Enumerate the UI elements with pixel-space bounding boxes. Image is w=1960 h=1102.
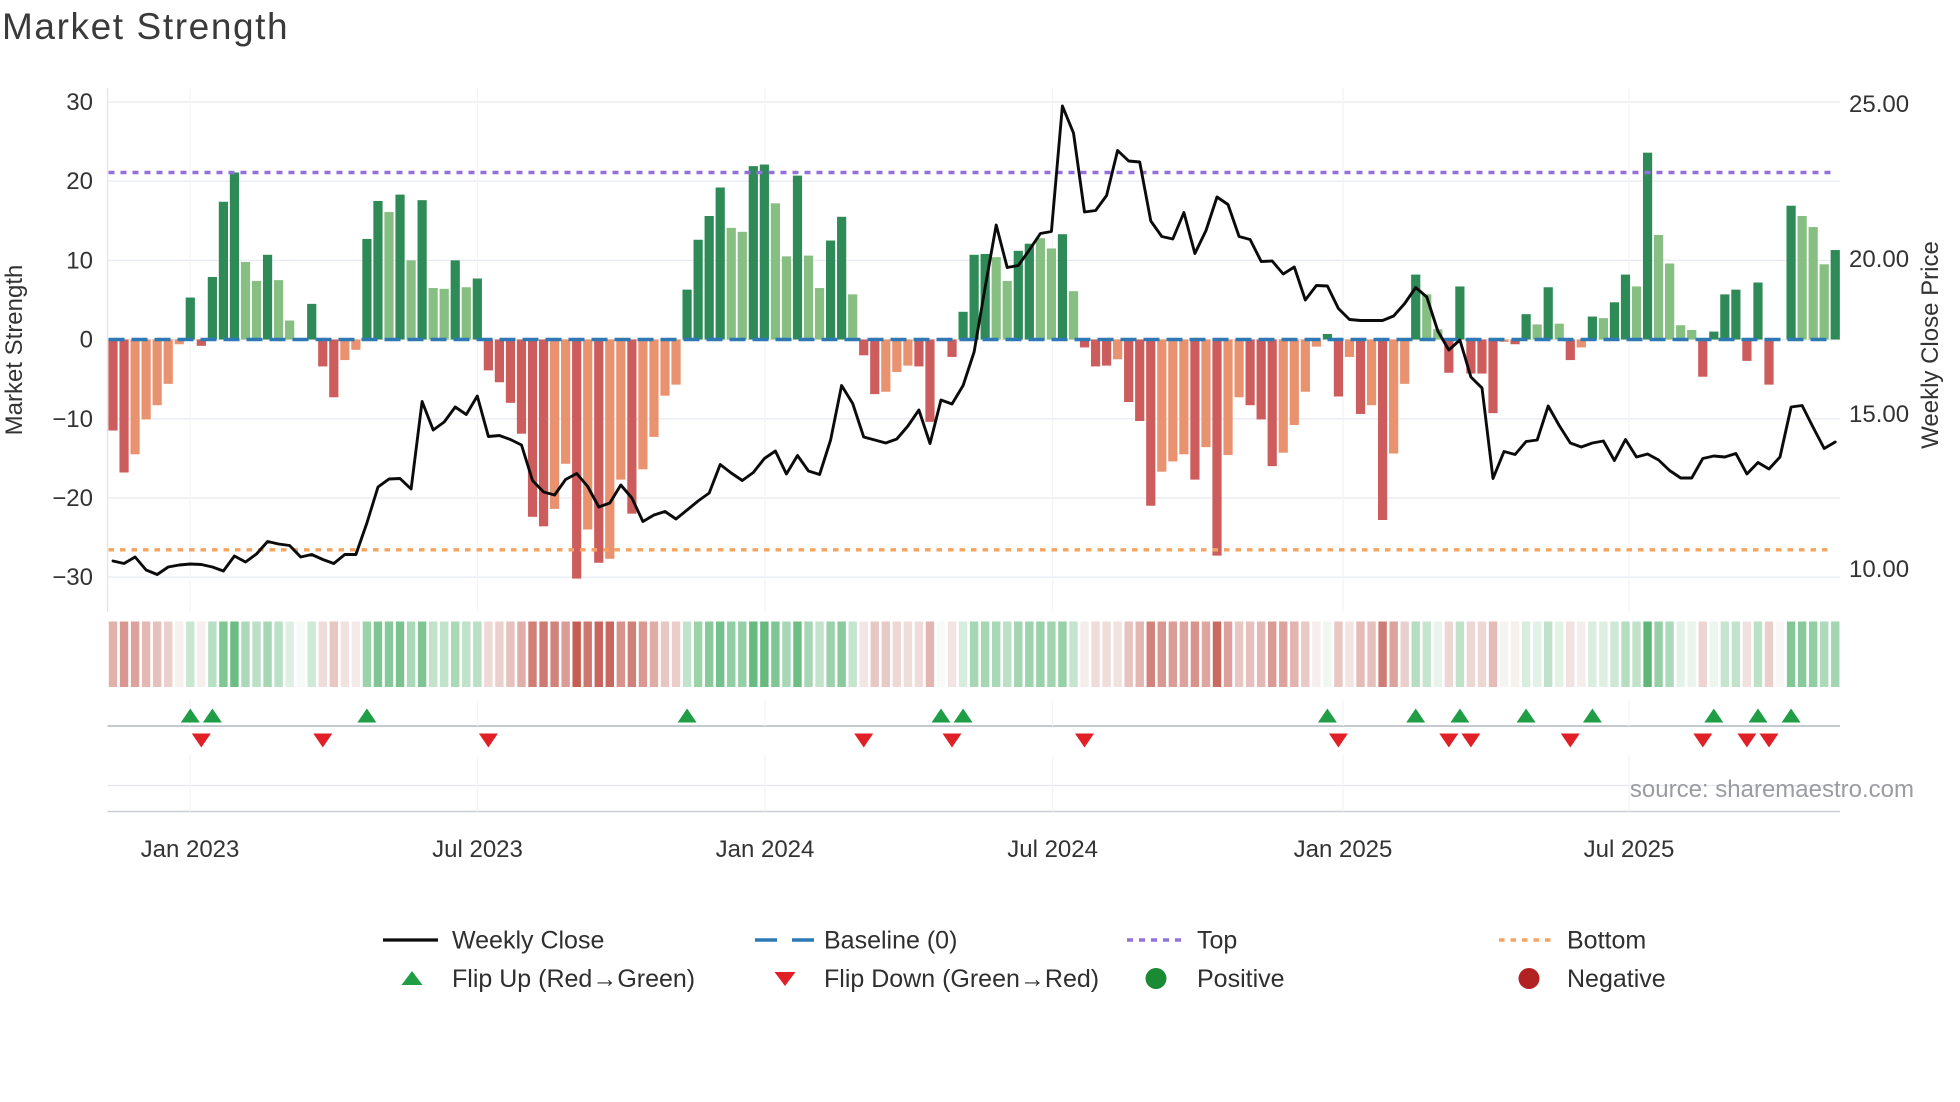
svg-text:25.00: 25.00 [1849, 91, 1909, 118]
svg-text:−20: −20 [52, 485, 93, 512]
svg-text:Market Strength: Market Strength [1, 265, 28, 436]
svg-text:20.00: 20.00 [1849, 246, 1909, 273]
svg-text:Baseline (0): Baseline (0) [824, 927, 957, 955]
svg-text:−10: −10 [52, 406, 93, 433]
svg-text:−30: −30 [52, 564, 93, 591]
svg-text:30: 30 [66, 89, 93, 116]
svg-text:Bottom: Bottom [1567, 927, 1646, 955]
svg-text:Weekly Close Price: Weekly Close Price [1917, 241, 1944, 449]
svg-text:Jul 2024: Jul 2024 [1007, 836, 1098, 863]
svg-text:Flip Down (Green→Red): Flip Down (Green→Red) [824, 965, 1099, 993]
svg-text:Jan 2024: Jan 2024 [716, 836, 815, 863]
svg-text:10.00: 10.00 [1849, 556, 1909, 583]
svg-text:0: 0 [80, 327, 93, 354]
svg-text:Jul 2023: Jul 2023 [432, 836, 523, 863]
svg-text:20: 20 [66, 168, 93, 195]
svg-text:source: sharemaestro.com: source: sharemaestro.com [1630, 776, 1914, 803]
svg-text:Negative: Negative [1567, 965, 1666, 993]
svg-text:Top: Top [1197, 927, 1237, 955]
svg-text:Jan 2025: Jan 2025 [1294, 836, 1393, 863]
svg-text:Weekly Close: Weekly Close [452, 927, 604, 955]
svg-text:15.00: 15.00 [1849, 401, 1909, 428]
svg-text:10: 10 [66, 247, 93, 274]
svg-text:Market Strength: Market Strength [2, 6, 289, 47]
svg-text:Positive: Positive [1197, 965, 1285, 993]
svg-text:Flip Up (Red→Green): Flip Up (Red→Green) [452, 965, 695, 993]
svg-text:Jan 2023: Jan 2023 [141, 836, 240, 863]
svg-text:Jul 2025: Jul 2025 [1584, 836, 1675, 863]
